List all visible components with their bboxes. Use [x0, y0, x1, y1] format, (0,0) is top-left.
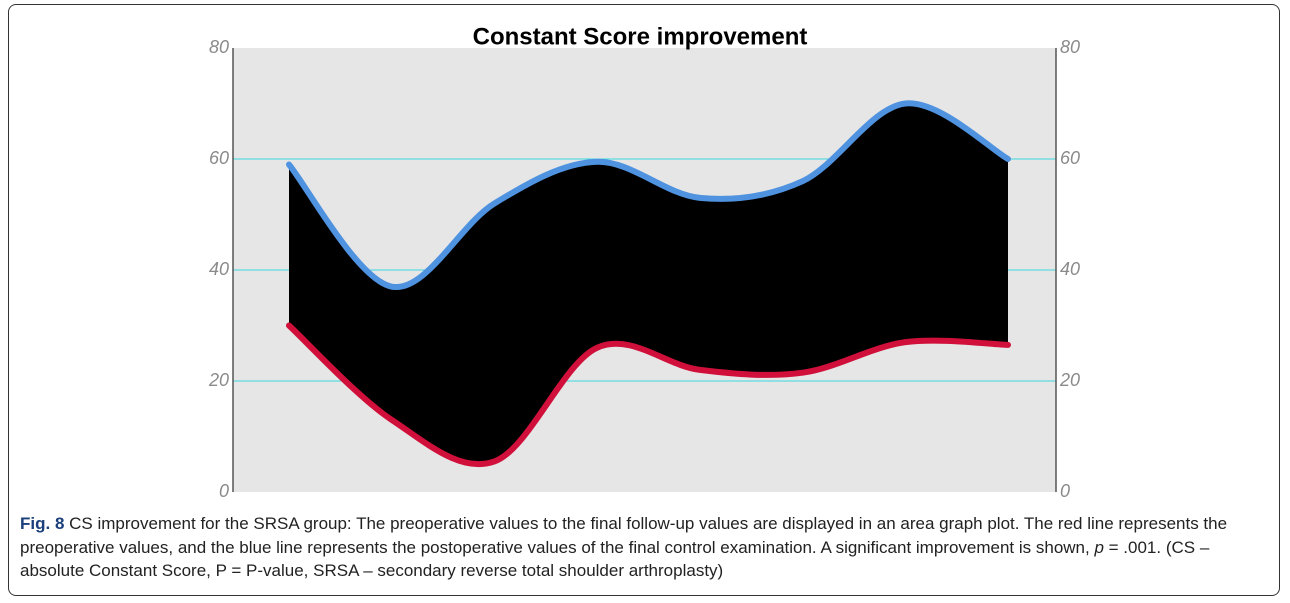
- y2-tick-label: 60: [1060, 148, 1080, 168]
- y-tick-label: 40: [209, 259, 229, 279]
- chart: 0 20 40 60 80 0 20 40 60 80 Constant Score improve…: [208, 23, 1080, 501]
- y-tick-label: 0: [219, 481, 229, 501]
- y-tick-label: 60: [209, 148, 229, 168]
- series-line: [286, 322, 1011, 468]
- y2-tick-label: 80: [1060, 37, 1080, 57]
- caption-text: = .001. (CS – absolute Constant Score, P…: [20, 537, 1210, 581]
- caption-italic: p: [1094, 537, 1104, 557]
- area-between: [289, 103, 1008, 465]
- y2-tick-label: 40: [1060, 259, 1080, 279]
- caption-label: Fig. 8: [20, 514, 65, 533]
- series-line: [286, 100, 1011, 290]
- figure-frame: [8, 4, 1280, 596]
- y2-tick-label: 0: [1060, 481, 1070, 501]
- y2-tick-label: 20: [1059, 370, 1080, 390]
- caption-text: CS improvement for the SRSA group: The p…: [20, 514, 1228, 557]
- y-tick-label: 20: [208, 370, 229, 390]
- caption: Fig. 8 CS improvement for the SRSA group…: [20, 512, 1270, 583]
- y-tick-label: 80: [209, 37, 229, 57]
- chart-title: Constant Score improvement: [473, 23, 808, 50]
